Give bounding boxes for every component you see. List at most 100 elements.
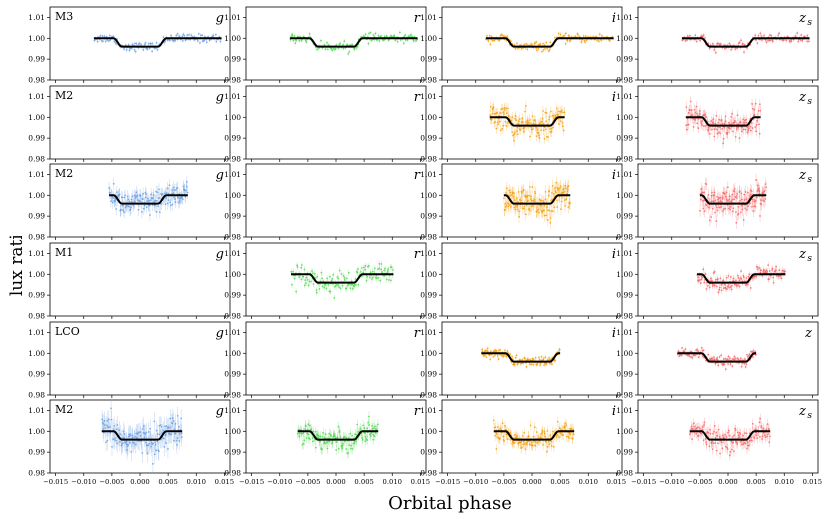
data-point <box>530 122 532 125</box>
data-point <box>113 425 116 427</box>
data-point <box>600 39 603 42</box>
data-point <box>566 190 569 193</box>
data-point <box>548 48 551 51</box>
data-point <box>343 278 346 281</box>
data-point <box>514 208 517 211</box>
data-point <box>727 274 730 277</box>
data-point <box>719 196 722 199</box>
data-point <box>498 39 501 42</box>
data-point <box>314 277 317 279</box>
data-point <box>768 278 770 281</box>
data-point <box>139 200 141 203</box>
band-label: g <box>216 168 224 183</box>
data-point <box>749 189 752 192</box>
data-point <box>569 39 572 41</box>
data-point <box>122 204 125 207</box>
data-point <box>306 428 309 431</box>
data-point <box>492 106 495 109</box>
data-point <box>308 32 311 35</box>
y-tick-label: 1.00 <box>28 427 45 436</box>
panel-frame <box>637 6 819 81</box>
data-point <box>689 100 692 103</box>
data-point <box>684 348 687 351</box>
data-point <box>176 443 178 446</box>
data-point <box>731 193 734 196</box>
band-subscript: s <box>807 254 812 264</box>
data-point <box>530 43 533 45</box>
data-point <box>545 214 548 217</box>
data-point <box>716 278 719 280</box>
panel-m2-g-r2: 0.98 0.99 1.00 1.01 M2 g <box>28 163 231 242</box>
data-point <box>717 364 720 367</box>
data-point <box>502 124 505 127</box>
data-point <box>293 277 296 280</box>
y-tick-label: 0.99 <box>420 370 437 379</box>
data-point <box>564 32 567 35</box>
data-point <box>185 189 188 192</box>
data-point <box>555 107 558 110</box>
data-point <box>526 119 529 122</box>
data-point <box>745 121 747 124</box>
data-point <box>294 42 297 44</box>
data-point <box>560 192 563 195</box>
band-subscript: s <box>807 18 812 28</box>
data-point <box>134 443 137 446</box>
data-point <box>710 200 713 203</box>
data-point <box>129 434 131 437</box>
data-point <box>777 34 780 37</box>
x-tick-label: 0.010 <box>383 478 402 486</box>
data-point <box>183 189 186 191</box>
data-point <box>115 42 118 45</box>
data-point <box>703 281 706 284</box>
data-point <box>525 204 528 207</box>
data-point <box>517 120 520 122</box>
data-point <box>161 193 164 195</box>
data-point <box>529 209 531 212</box>
data-point <box>702 34 705 37</box>
data-point <box>728 42 731 45</box>
data-point <box>756 184 759 187</box>
data-point <box>765 186 768 189</box>
data-point <box>143 204 146 207</box>
data-point <box>169 426 171 429</box>
data-point <box>743 199 746 202</box>
data-point <box>199 42 201 44</box>
data-point <box>513 133 516 135</box>
data-point <box>306 278 309 281</box>
data-point <box>563 199 566 202</box>
data-point <box>725 198 728 201</box>
data-point <box>738 279 741 282</box>
data-point <box>311 272 314 275</box>
data-point <box>722 358 725 360</box>
y-tick-label: 1.01 <box>616 249 633 258</box>
data-point <box>724 120 727 123</box>
data-points <box>696 262 786 296</box>
x-tick-label: 0.015 <box>411 478 430 486</box>
data-point <box>381 271 383 274</box>
data-point <box>153 200 156 203</box>
y-tick-label: 0.99 <box>420 134 437 143</box>
data-point <box>711 42 714 45</box>
data-point <box>739 120 742 123</box>
data-point <box>102 423 105 425</box>
y-tick-label: 0.98 <box>420 312 437 321</box>
data-point <box>559 33 562 36</box>
data-point <box>172 439 175 442</box>
data-points <box>289 30 419 56</box>
data-point <box>185 181 188 183</box>
data-point <box>562 192 564 194</box>
data-point <box>550 210 553 213</box>
data-point <box>543 364 545 367</box>
data-point <box>108 187 111 189</box>
data-point <box>177 201 180 204</box>
y-tick-label: 0.98 <box>420 76 437 85</box>
data-point <box>114 199 117 201</box>
data-point <box>716 209 719 212</box>
y-tick-label: 1.01 <box>28 328 45 337</box>
data-point <box>730 115 733 118</box>
data-point <box>584 41 587 43</box>
data-point <box>760 269 763 272</box>
x-tick-label: 0.005 <box>158 478 177 486</box>
data-point <box>515 354 518 357</box>
data-point <box>726 186 729 189</box>
